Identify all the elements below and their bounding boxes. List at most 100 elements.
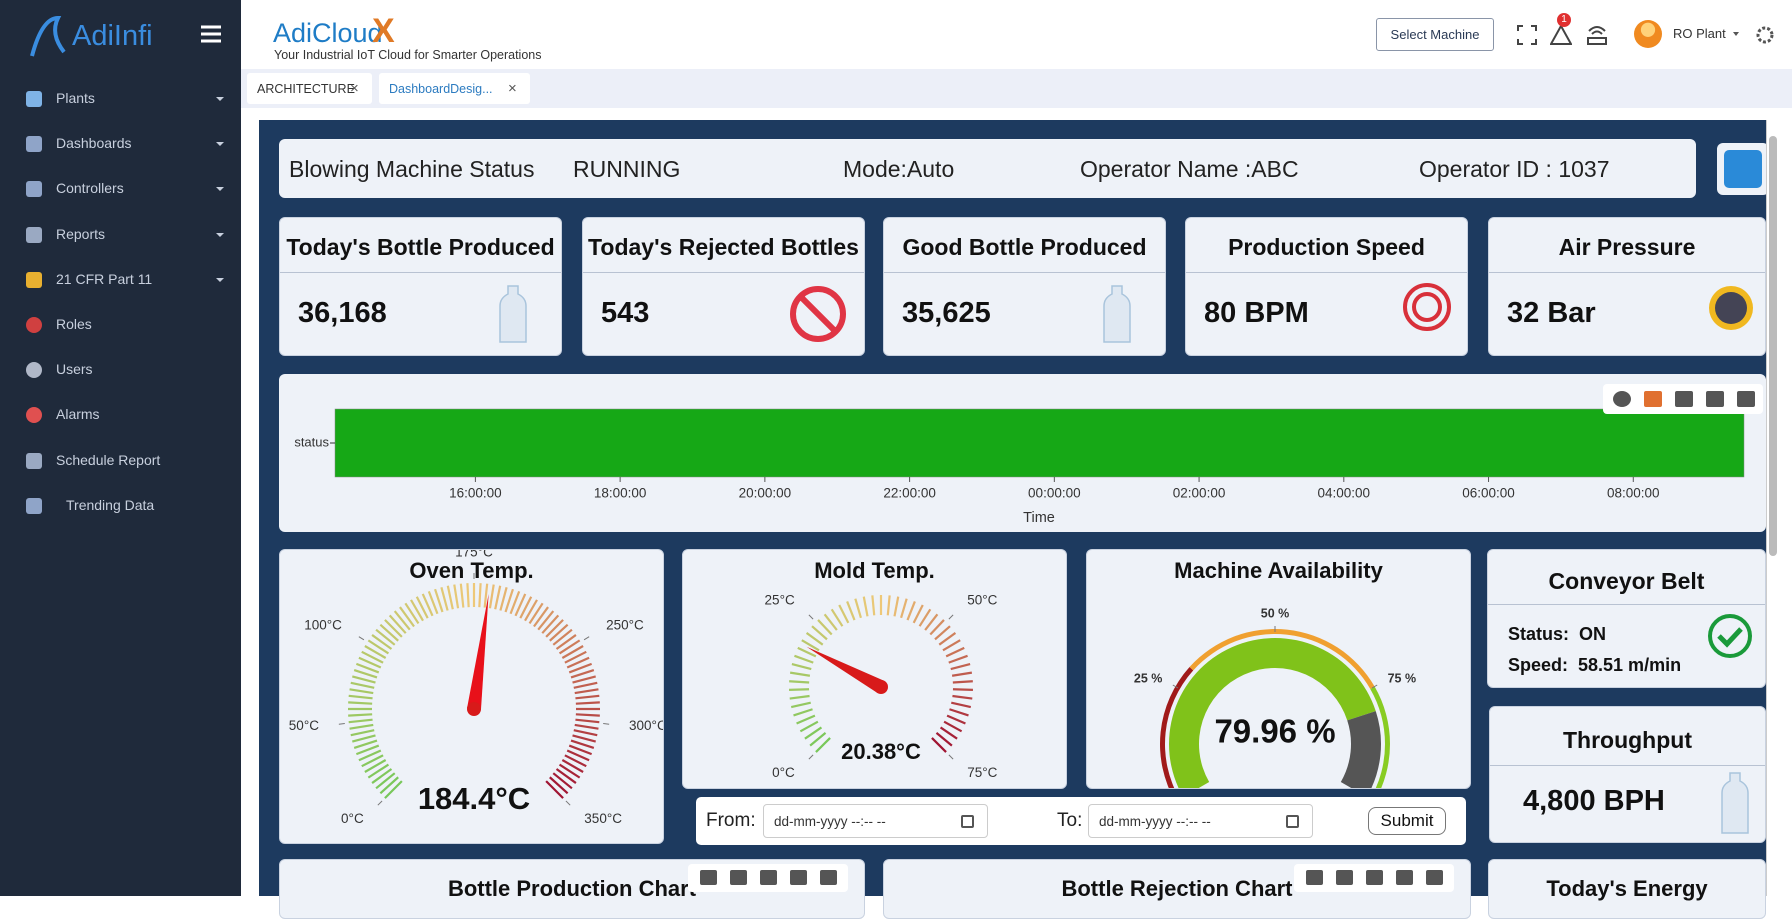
throughput-value: 4,800 BPH: [1523, 785, 1665, 817]
modebar-button[interactable]: [1737, 391, 1755, 407]
graphic[interactable]: [1586, 24, 1608, 46]
graphic[interactable]: [1754, 24, 1776, 46]
pressure-face: [1715, 292, 1747, 324]
gauge-scale-tick: [789, 694, 810, 700]
gauge-scale-tick: [846, 601, 856, 621]
select-machine[interactable]: Select Machine: [1376, 18, 1494, 51]
modebar-button[interactable]: [1396, 870, 1413, 885]
menu-label: Reports: [56, 225, 106, 242]
gauge-scale-tick: [566, 656, 590, 669]
modebar-button[interactable]: [1306, 870, 1323, 885]
gauge-scale-tick: [355, 662, 380, 674]
menu-icon: [26, 452, 42, 469]
y-category-label: status: [294, 434, 329, 449]
submenu-caret: [216, 142, 224, 147]
modebar-button[interactable]: [1706, 391, 1724, 407]
kpi-card: Air Pressure 32 Bar: [1488, 217, 1766, 356]
gauge-tick: [338, 723, 345, 725]
menu-item[interactable]: Roles: [0, 305, 241, 345]
user-name[interactable]: RO Plant: [1673, 26, 1726, 41]
modebar-button[interactable]: [1366, 870, 1383, 885]
gauge-scale-tick: [934, 625, 951, 641]
bottle-icon: [499, 285, 527, 343]
date-input[interactable]: dd-mm-yyyy --:-- --: [1088, 804, 1313, 838]
gauge-rest-arc: [1340, 711, 1381, 788]
menu-item[interactable]: Controllers: [0, 169, 241, 209]
menu-item[interactable]: Plants: [0, 79, 241, 119]
gauge-tick-label: 0°C: [772, 765, 795, 780]
modebar-button[interactable]: [1675, 391, 1693, 407]
tab[interactable]: DashboardDesig... ×: [379, 73, 530, 104]
gauge-scale-tick: [575, 713, 600, 717]
gauge-scale-tick: [537, 610, 555, 631]
modebar-button[interactable]: [1336, 870, 1353, 885]
gauge-tick: [948, 614, 954, 620]
reject-slash: [797, 293, 839, 335]
gauge-scale-tick: [349, 688, 374, 695]
graphic[interactable]: [200, 24, 222, 44]
gauge-needle: [467, 594, 489, 710]
gauge-scale-tick: [568, 744, 593, 756]
date-input[interactable]: dd-mm-yyyy --:-- --: [763, 804, 988, 838]
modebar-button[interactable]: [760, 870, 777, 885]
to-label: To:: [1057, 810, 1083, 831]
gauge-card: Oven Temp. 0°C 50°C 100°C 175°C 250°C 300°C 350…: [279, 549, 664, 844]
status-state: RUNNING: [573, 156, 681, 182]
tagline: Your Industrial IoT Cloud for Smarter Op…: [274, 48, 542, 62]
gauge-tick-label: 50°C: [289, 718, 319, 733]
tab[interactable]: ARCHITECTURE ×: [247, 73, 372, 104]
status-label: Blowing Machine Status: [289, 156, 535, 182]
graphic: [1721, 772, 1749, 834]
graphic[interactable]: [1516, 24, 1538, 46]
kpi-card: Good Bottle Produced 35,625: [883, 217, 1166, 356]
avatar[interactable]: [1634, 20, 1662, 48]
gauge-title: Machine Availability: [1174, 558, 1383, 583]
menu-label: Roles: [56, 316, 92, 332]
gauge-scale-tick: [793, 708, 813, 717]
gauge-scale-tick: [809, 732, 827, 747]
conveyor-status: Status: ON: [1508, 624, 1607, 644]
graphic: 0°C 25°C 50°C 75°C 20.38°C: [765, 592, 998, 780]
submit-button[interactable]: Submit: [1368, 807, 1446, 835]
divider: [583, 272, 864, 273]
menu-item[interactable]: Trending Data: [0, 486, 241, 526]
graphic: status 16:00:00 18:00:00 20:00:00 22:00:00 00…: [294, 408, 1745, 526]
gauge-value-arc: [1169, 638, 1376, 788]
date-placeholder: dd-mm-yyyy --:-- --: [774, 814, 886, 829]
gauge-tick: [565, 800, 571, 806]
gauge-scale-tick: [572, 675, 596, 684]
kpi-title: Today's Rejected Bottles: [588, 234, 859, 260]
status-bar: Blowing Machine Status RUNNING Mode:Auto Op…: [279, 139, 1696, 198]
tabs: ARCHITECTURE × DashboardDesig... ×: [241, 69, 1792, 108]
gauge-scale-tick: [367, 763, 390, 779]
menu-item[interactable]: Schedule Report: [0, 441, 241, 481]
kpi-value: 32 Bar: [1507, 297, 1596, 329]
divider: [1490, 765, 1765, 766]
gauge-scale-tick: [830, 608, 844, 627]
gauge-scale-tick: [545, 619, 564, 638]
menu-item[interactable]: Reports: [0, 215, 241, 255]
graphic[interactable]: [1550, 24, 1572, 46]
refresh-button[interactable]: [1717, 143, 1769, 195]
menu-item[interactable]: Alarms: [0, 395, 241, 435]
gauge-scale-tick: [574, 688, 599, 695]
modebar-button[interactable]: [820, 870, 837, 885]
from-label: From:: [706, 810, 756, 831]
gauge-scale-tick: [348, 713, 373, 717]
gauge-scale-tick: [952, 694, 973, 700]
status-mode: Mode:Auto: [843, 156, 955, 182]
menu-item[interactable]: Dashboards: [0, 124, 241, 164]
modebar-button[interactable]: [1644, 391, 1662, 407]
gauge-scale-tick: [558, 763, 581, 779]
modebar-button[interactable]: [790, 870, 807, 885]
menu-item[interactable]: Users: [0, 350, 241, 390]
gauge-tick-label: 250°C: [606, 618, 644, 633]
modebar-button[interactable]: [700, 870, 717, 885]
gauge-scale-tick: [573, 681, 598, 689]
gauge-scale-tick: [817, 619, 833, 636]
modebar-button[interactable]: [730, 870, 747, 885]
gauge-scale-tick: [555, 768, 577, 784]
menu-item[interactable]: 21 CFR Part 11: [0, 260, 241, 300]
modebar-button[interactable]: [1426, 870, 1443, 885]
modebar-button[interactable]: [1613, 391, 1631, 407]
